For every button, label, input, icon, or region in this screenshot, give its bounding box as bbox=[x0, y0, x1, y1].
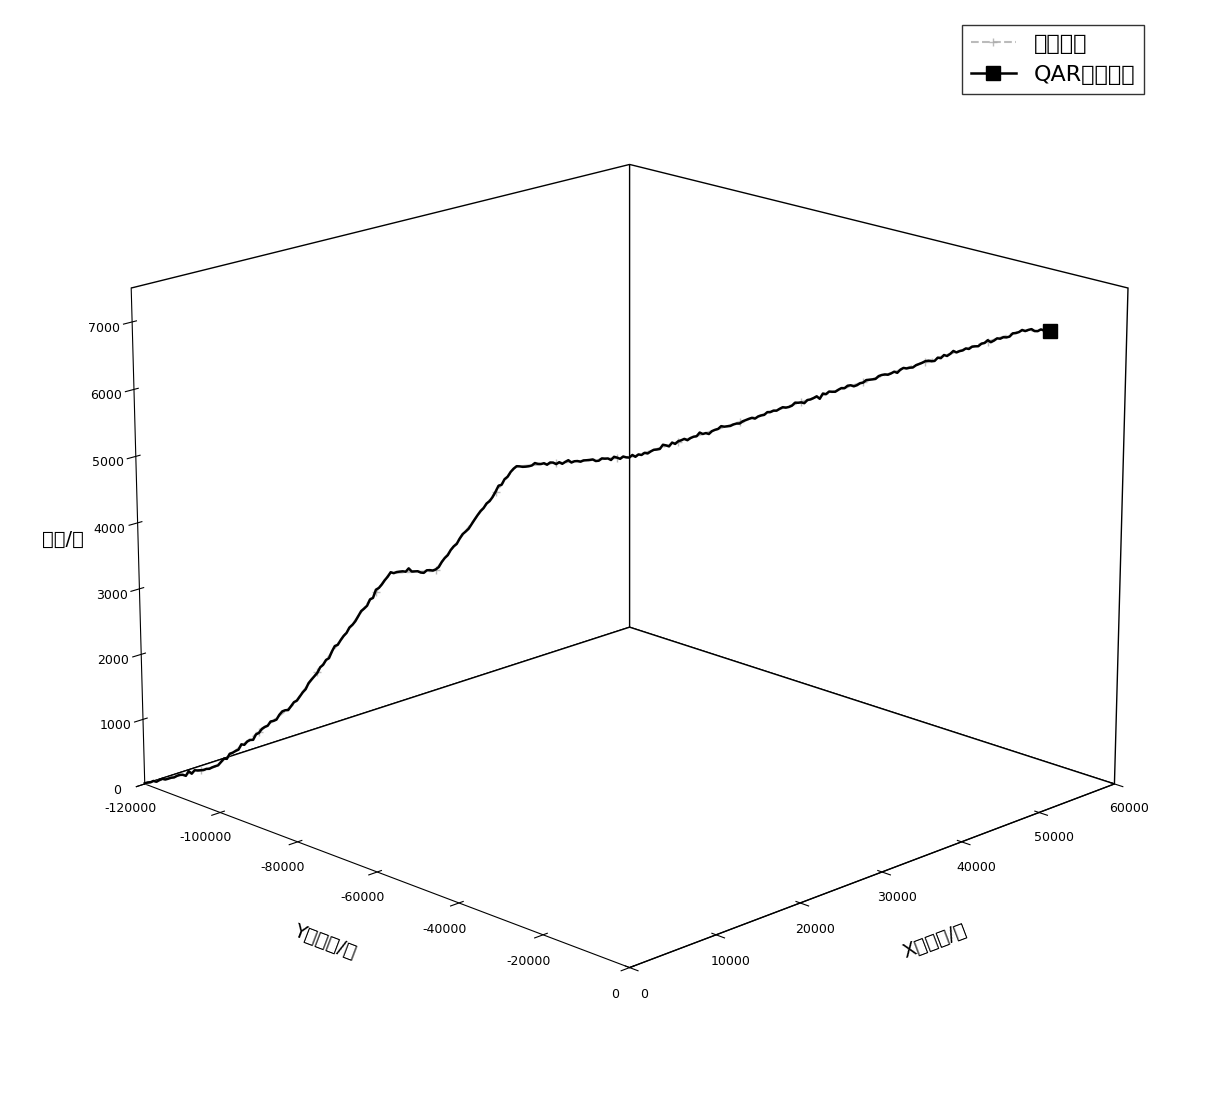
Legend: 仿真轨迹, QAR真实轨迹: 仿真轨迹, QAR真实轨迹 bbox=[962, 25, 1144, 94]
X-axis label: X轴方向/米: X轴方向/米 bbox=[900, 921, 969, 962]
Y-axis label: Y轴方向/米: Y轴方向/米 bbox=[290, 921, 358, 962]
